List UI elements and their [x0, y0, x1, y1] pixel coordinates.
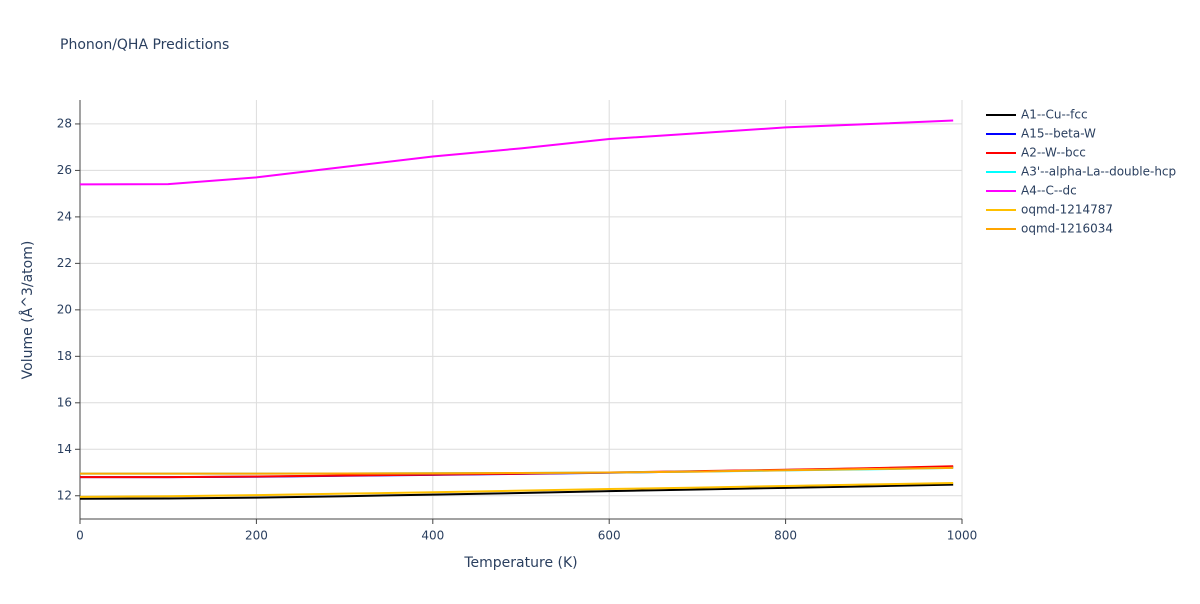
legend-label: A15--beta-W	[1021, 127, 1096, 141]
y-tick-label: 12	[57, 488, 72, 502]
x-tick-label: 200	[245, 529, 268, 543]
legend-label: A2--W--bcc	[1021, 146, 1086, 160]
chart-title: Phonon/QHA Predictions	[60, 37, 229, 53]
x-tick-label: 800	[774, 529, 797, 543]
legend-label: A4--C--dc	[1021, 184, 1077, 198]
y-tick-label: 28	[57, 116, 72, 130]
y-tick-label: 22	[57, 256, 72, 270]
line-series	[79, 481, 954, 498]
y-axis-title: Volume (Å^3/atom)	[19, 241, 36, 380]
line-series	[80, 466, 954, 475]
x-tick-label: 600	[598, 529, 621, 543]
line-series	[80, 465, 954, 479]
x-tick-label: 1000	[947, 529, 978, 543]
y-tick-label: 14	[57, 442, 72, 456]
y-tick-label: 20	[57, 302, 72, 316]
x-axis-title: Temperature (K)	[463, 555, 577, 571]
y-tick-label: 24	[57, 209, 72, 223]
x-tick-label: 400	[421, 529, 444, 543]
legend-label: A1--Cu--fcc	[1021, 108, 1088, 122]
x-tick-label: 0	[76, 529, 84, 543]
y-tick-label: 26	[57, 163, 72, 177]
line-series	[79, 119, 954, 186]
y-tick-label: 18	[57, 349, 72, 363]
legend-label: A3'--alpha-La--double-hcp	[1021, 165, 1176, 179]
line-series	[79, 483, 954, 500]
legend-label: oqmd-1216034	[1021, 222, 1113, 236]
y-tick-label: 16	[57, 395, 72, 409]
legend-label: oqmd-1214787	[1021, 203, 1113, 217]
